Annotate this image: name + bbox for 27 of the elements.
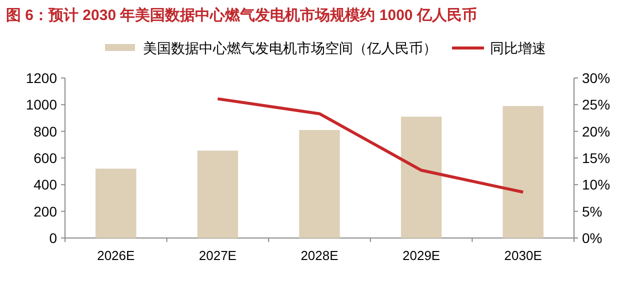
y2-tick-label: 0% (582, 230, 602, 246)
legend-label: 同比增速 (490, 40, 546, 56)
bar (96, 168, 136, 238)
y2-tick-label: 20% (582, 123, 610, 140)
y2-tick-label: 30% (582, 70, 610, 86)
x-tick-label: 2028E (300, 248, 339, 263)
y-tick-label: 600 (34, 150, 58, 166)
y-tick-label: 200 (34, 203, 58, 220)
legend-label: 美国数据中心燃气发电机市场空间（亿人民币） (143, 40, 437, 56)
x-tick-label: 2026E (97, 248, 136, 263)
y2-tick-label: 25% (582, 96, 610, 113)
x-tick-label: 2030E (504, 248, 542, 263)
y-tick-label: 1200 (26, 70, 58, 86)
bar (502, 106, 544, 238)
y-tick-label: 1000 (26, 96, 58, 113)
x-tick-label: 2027E (198, 248, 237, 263)
bar (400, 116, 442, 238)
x-tick-label: 2029E (402, 248, 440, 263)
y2-tick-label: 10% (582, 176, 610, 193)
y-tick-label: 800 (34, 123, 58, 140)
bar (299, 130, 340, 238)
y-tick-label: 400 (34, 176, 58, 193)
chart-title: 图 6：预计 2030 年美国数据中心燃气发电机市场规模约 1000 亿人民币 (6, 6, 477, 24)
bar (197, 150, 238, 238)
y-tick-label: 0 (49, 230, 58, 246)
y2-tick-label: 5% (582, 203, 602, 220)
y2-tick-label: 15% (582, 150, 610, 166)
